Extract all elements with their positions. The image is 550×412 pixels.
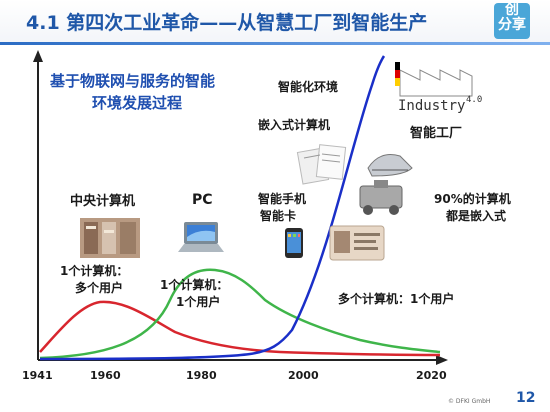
page-number: 12 bbox=[516, 390, 536, 406]
subtitle-line-1: 基于物联网与服务的智能 bbox=[50, 72, 216, 90]
label-smart-environment: 智能化环境 bbox=[278, 80, 339, 94]
label-embedded-percent-1: 90%的计算机 bbox=[434, 192, 511, 206]
y-axis-arrow bbox=[33, 50, 43, 62]
label-smart-factory: 智能工厂 bbox=[410, 126, 463, 141]
logo-line-1: 创 bbox=[505, 2, 519, 18]
mainframe-image bbox=[80, 218, 140, 258]
industry-badge-text: Industry bbox=[398, 98, 465, 114]
label-smartphone: 智能手机 bbox=[258, 192, 307, 206]
tick-label-1960: 1960 bbox=[90, 369, 121, 382]
slide-header bbox=[0, 0, 550, 42]
x-axis-arrow bbox=[436, 355, 448, 365]
tick-label-2000: 2000 bbox=[288, 369, 319, 382]
smartphone-image bbox=[285, 228, 303, 258]
tick-label-1980: 1980 bbox=[186, 369, 217, 382]
logo-line-2: 分享 bbox=[498, 17, 526, 33]
label-pc: PC bbox=[192, 192, 213, 208]
subtitle-line-2: 环境发展过程 bbox=[92, 94, 183, 112]
series-embedded-line bbox=[39, 55, 386, 361]
smart-card-image bbox=[329, 225, 385, 261]
label-smartcard: 智能卡 bbox=[260, 209, 297, 223]
copyright: © DFKI GmbH bbox=[448, 398, 491, 405]
label-one-computer-many-users-2: 多个用户 bbox=[75, 281, 124, 295]
label-mainframe: 中央计算机 bbox=[70, 194, 136, 209]
industry-badge-version: 4.0 bbox=[466, 95, 482, 105]
label-embedded-computer: 嵌入式计算机 bbox=[258, 118, 331, 132]
label-embedded-percent-2: 都是嵌入式 bbox=[446, 209, 507, 223]
brand-logo: 创 分享 bbox=[494, 3, 530, 39]
series-pc-line bbox=[39, 268, 441, 360]
slide-title: 4.1 第四次工业革命——从智慧工厂到智能生产 bbox=[26, 12, 428, 34]
header-rule bbox=[0, 42, 550, 45]
series-mainframe-line bbox=[39, 300, 441, 357]
industry-badge: Industry 4.0 bbox=[395, 62, 482, 114]
label-one-computer-many-users-1: 1个计算机： bbox=[60, 264, 129, 278]
label-one-computer-one-user-1: 1个计算机： bbox=[160, 278, 229, 292]
label-many-computers-one-user: 多个计算机：1个用户 bbox=[338, 292, 455, 306]
laptop-image bbox=[178, 222, 224, 252]
tick-label-1941: 1941 bbox=[22, 369, 53, 382]
tick-label-2020: 2020 bbox=[416, 369, 447, 382]
embedded-devices-image bbox=[296, 144, 413, 215]
label-one-computer-one-user-2: 1个用户 bbox=[176, 295, 221, 309]
